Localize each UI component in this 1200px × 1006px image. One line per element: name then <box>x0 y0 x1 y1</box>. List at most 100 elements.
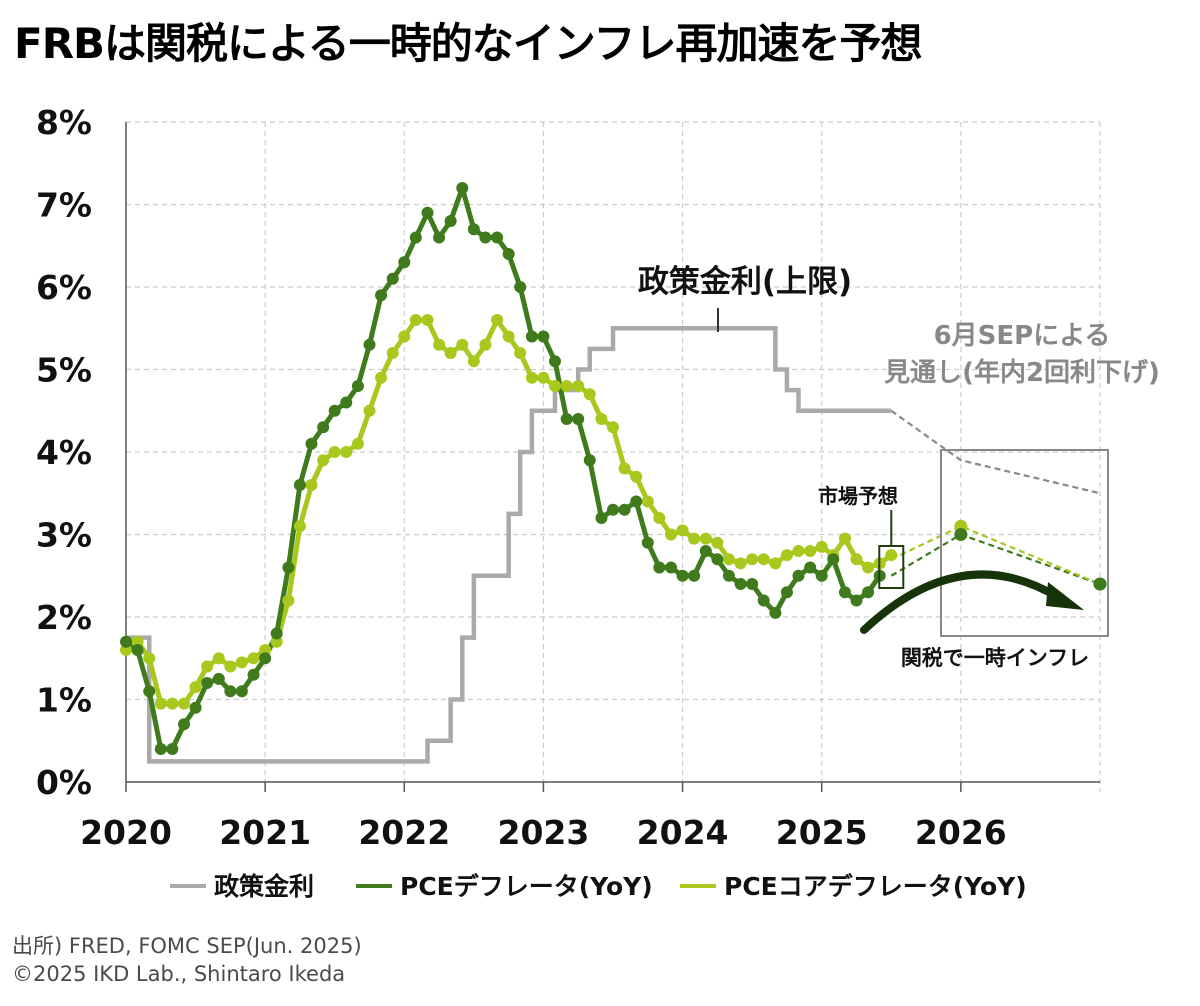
core-pce-point <box>537 371 550 384</box>
legend: 政策金利 PCEデフレータ(YoY) PCEコアデフレータ(YoY) <box>170 872 1027 901</box>
x-tick-label: 2022 <box>358 813 450 852</box>
pce-point <box>433 231 446 244</box>
pce-point <box>838 586 851 599</box>
source-note: 出所) FRED, FOMC SEP(Jun. 2025) <box>12 934 362 958</box>
market-expectation-label: 市場予想 <box>818 484 898 508</box>
pce-point <box>862 586 875 599</box>
core-pce-point <box>757 553 770 566</box>
policy-rate-label: 政策金利(上限) <box>638 264 852 300</box>
core-pce-point <box>792 545 805 557</box>
core-pce-point <box>467 355 480 368</box>
tariff-arrow-head <box>1046 582 1084 610</box>
sep-label-line2: 見通し(年内2回利下げ) <box>884 357 1160 388</box>
pce-projection-point <box>954 528 968 541</box>
core-pce-point <box>780 549 793 562</box>
y-tick-label: 8% <box>36 103 92 142</box>
gridlines <box>126 121 1101 792</box>
x-tick-label: 2024 <box>637 813 729 852</box>
core-pce-point <box>676 524 689 537</box>
pce-point <box>178 718 191 731</box>
core-pce-point <box>409 314 422 326</box>
y-tick-label: 5% <box>36 351 92 390</box>
pce-point <box>502 248 515 260</box>
core-pce-point <box>711 536 724 549</box>
pce-point <box>467 223 480 236</box>
core-pce-point <box>293 520 306 533</box>
core-pce-point <box>166 697 179 710</box>
pce-point <box>618 503 631 516</box>
projection-line-core-pce <box>890 525 1101 586</box>
pce-point <box>189 701 202 714</box>
pce-point <box>746 578 759 590</box>
x-tick-label: 2021 <box>219 813 311 852</box>
projection-line-policy-rate <box>890 409 1101 495</box>
series-line-policy-rate <box>126 326 892 764</box>
pce-point <box>525 330 538 343</box>
y-tick-label: 7% <box>36 186 92 225</box>
core-pce-point <box>804 545 817 557</box>
pce-point <box>607 503 619 516</box>
pce-point <box>815 569 828 582</box>
pce-point <box>224 685 237 698</box>
pce-point <box>328 404 341 417</box>
axes: 0% 1% 2% 3% 4% 5% 6% 7% 8% 2020 2021 2022 2023 2024 20… <box>36 103 1100 852</box>
core-pce-point <box>572 380 585 392</box>
core-pce-point <box>154 697 167 710</box>
pce-point <box>456 182 469 194</box>
core-pce-point <box>502 330 515 343</box>
core-pce-point <box>131 635 144 648</box>
core-pce-point <box>618 462 631 475</box>
pce-point <box>120 635 132 648</box>
pce-point <box>734 578 747 590</box>
core-pce-point <box>386 347 399 359</box>
y-tick-label: 2% <box>36 598 92 637</box>
pce-point <box>421 206 434 219</box>
core-pce-point <box>398 330 411 343</box>
core-pce-point <box>699 532 712 545</box>
y-tick-label: 6% <box>36 268 92 307</box>
legend-label: PCEデフレータ(YoY) <box>400 872 653 901</box>
core-pce-point <box>734 557 747 570</box>
core-pce-point <box>224 660 237 673</box>
core-pce-point <box>688 532 701 545</box>
pce-point <box>282 561 295 574</box>
core-pce-point <box>491 314 504 326</box>
pce-point <box>351 380 364 392</box>
core-pce-point <box>838 532 851 545</box>
pce-point <box>641 536 654 549</box>
core-pce-point <box>653 512 666 524</box>
core-pce-point <box>328 446 341 458</box>
core-pce-point <box>317 454 330 467</box>
pce-point <box>444 215 457 227</box>
core-pce-point <box>769 557 782 570</box>
core-pce-point <box>201 660 214 673</box>
core-pce-point <box>305 479 318 491</box>
core-pce-point <box>862 561 875 574</box>
x-tick-label: 2020 <box>80 813 172 852</box>
pce-point <box>548 355 561 368</box>
pce-point <box>201 677 214 689</box>
pce-point <box>711 553 724 566</box>
core-pce-point <box>850 553 863 566</box>
pce-projection-point <box>1093 577 1107 591</box>
core-pce-point <box>340 446 353 458</box>
pce-point <box>630 495 643 508</box>
tariff-arrow <box>860 570 1060 634</box>
series-markers <box>120 182 1107 755</box>
pce-point <box>398 256 411 269</box>
pce-point <box>491 231 504 244</box>
pce-point <box>595 512 608 524</box>
core-pce-point <box>282 594 295 607</box>
pce-point <box>827 553 840 566</box>
core-pce-point <box>143 652 156 665</box>
core-pce-point <box>363 404 376 417</box>
core-pce-point <box>235 656 248 669</box>
pce-point <box>212 672 225 685</box>
core-pce-point <box>583 388 596 401</box>
y-tick-label: 1% <box>36 681 92 720</box>
pce-point <box>409 231 422 244</box>
core-pce-point <box>120 644 132 656</box>
core-pce-point <box>514 347 527 359</box>
legend-label: 政策金利 <box>214 872 314 901</box>
